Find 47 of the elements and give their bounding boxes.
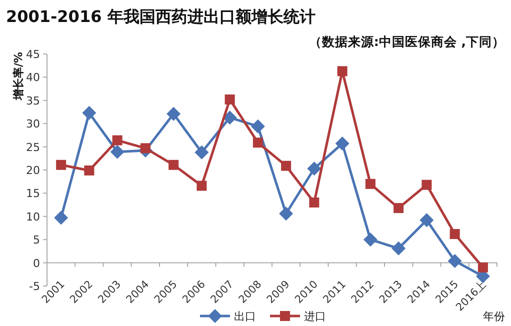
point: [281, 160, 292, 171]
point: [309, 197, 320, 208]
point: [335, 136, 350, 151]
y-tick-label: -5: [29, 280, 40, 293]
y-tick-label: 45: [26, 48, 40, 61]
y-tick-label: 30: [26, 118, 40, 131]
y-tick-label: 15: [26, 187, 40, 200]
y-tick-label: 40: [26, 71, 40, 84]
point: [82, 106, 96, 120]
y-tick-label: 35: [26, 94, 40, 108]
point: [112, 135, 122, 146]
point: [166, 106, 181, 121]
x-axis-title: 年份: [483, 310, 505, 323]
point: [196, 180, 207, 191]
y-axis-title: 增长率/%: [12, 52, 25, 102]
point: [478, 262, 488, 272]
y-tick-label: 10: [26, 210, 40, 224]
point: [84, 165, 94, 176]
point: [168, 160, 179, 170]
point: [450, 229, 460, 240]
y-tick-label: 25: [26, 140, 40, 154]
point: [307, 162, 322, 176]
point: [363, 232, 378, 247]
point: [140, 143, 150, 154]
point: [422, 180, 432, 190]
point: [222, 110, 237, 125]
legend-label: 进口: [304, 310, 326, 323]
y-tick-label: 5: [33, 234, 40, 247]
point: [252, 138, 263, 148]
point: [394, 203, 404, 214]
point: [54, 210, 68, 225]
point: [392, 241, 406, 256]
point: [420, 213, 434, 228]
y-tick-label: 20: [26, 164, 40, 177]
point: [279, 206, 294, 221]
point: [365, 178, 376, 189]
chart-title: 2001-2016 年我国西药进出口额增长统计: [6, 7, 316, 26]
point: [194, 145, 209, 160]
point: [110, 144, 124, 159]
point: [448, 254, 462, 268]
legend-label: 出口: [234, 310, 256, 323]
y-tick-label: 0: [33, 256, 40, 270]
point: [250, 119, 265, 134]
point: [337, 66, 348, 76]
point: [224, 94, 235, 104]
point: [56, 160, 66, 170]
chart-subtitle: （数据来源:中国医保商会 ,下同）: [308, 34, 505, 49]
